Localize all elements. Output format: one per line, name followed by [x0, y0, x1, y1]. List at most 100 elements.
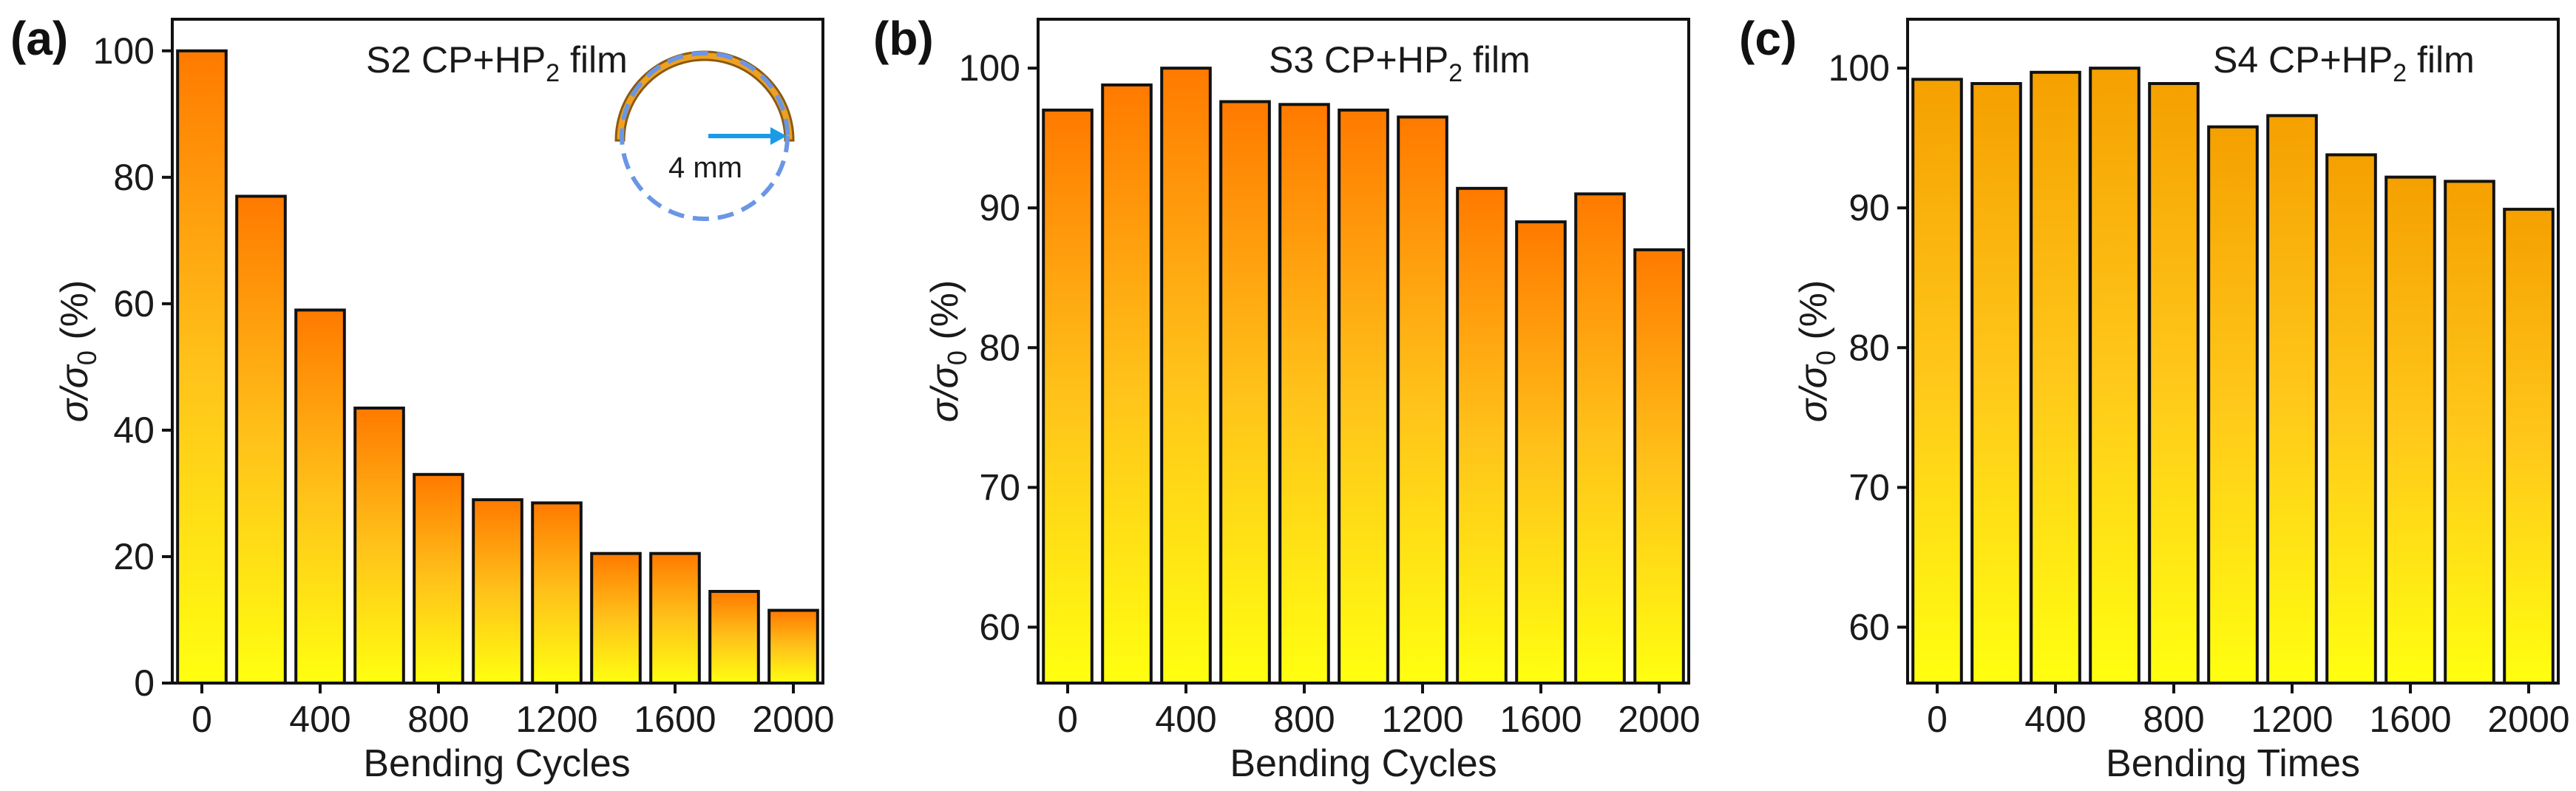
bar-c-1000 — [2207, 125, 2259, 685]
y-axis-b: 60 70 80 90 100 — [959, 47, 1038, 648]
y-tick-label-a-100: 100 — [93, 30, 155, 72]
y-tick-label-c-80: 80 — [1848, 327, 1890, 368]
plot-frame-a — [171, 18, 824, 685]
x-tick-label-c-800: 800 — [2143, 699, 2204, 740]
x-tick-label-c-0: 0 — [1927, 699, 1948, 740]
chart-title-a: S2 CP+HP2 film — [366, 39, 628, 87]
x-tick-label-c-400: 400 — [2024, 699, 2086, 740]
bar-a-2000 — [767, 608, 819, 685]
y-tick-label-b-100: 100 — [959, 47, 1020, 89]
x-axis-b: 0 400 800 1200 1600 2000 — [1057, 683, 1701, 740]
y-axis-title-b: σ/σ0 (%) — [923, 280, 972, 423]
x-tick-label-b-2000: 2000 — [1618, 699, 1700, 740]
bar-a-400 — [294, 308, 346, 685]
x-tick-label-a-1200: 1200 — [515, 699, 597, 740]
bar-a-1000 — [472, 498, 523, 685]
x-tick-label-a-800: 800 — [407, 699, 469, 740]
bar-c-0 — [1911, 78, 1963, 685]
inset-radius-label: 4 mm — [668, 152, 742, 184]
y-tick-label-c-90: 90 — [1848, 187, 1890, 228]
x-tick-label-a-1600: 1600 — [634, 699, 716, 740]
y-tick-label-a-40: 40 — [113, 410, 155, 451]
bar-b-2000 — [1633, 248, 1685, 685]
bar-a-1400 — [590, 551, 642, 685]
bars-b — [1042, 67, 1685, 685]
bar-c-400 — [2030, 70, 2081, 685]
x-tick-label-c-1600: 1600 — [2369, 699, 2451, 740]
bar-c-1600 — [2385, 175, 2436, 685]
bar-a-800 — [413, 472, 464, 685]
y-tick-label-b-90: 90 — [979, 187, 1020, 228]
x-tick-label-c-2000: 2000 — [2487, 699, 2569, 740]
bar-a-0 — [176, 49, 228, 685]
x-tick-label-b-800: 800 — [1273, 699, 1335, 740]
x-tick-label-a-400: 400 — [289, 699, 350, 740]
bar-c-1800 — [2444, 180, 2495, 685]
bar-b-1400 — [1456, 186, 1508, 685]
y-tick-label-a-0: 0 — [134, 662, 155, 704]
y-tick-label-b-70: 70 — [979, 466, 1020, 508]
bar-b-1000 — [1338, 108, 1389, 685]
panel-label-b: (b) — [873, 12, 934, 65]
panel-label-a: (a) — [10, 12, 68, 65]
bending-inset-diagram: 4 mm — [614, 50, 795, 221]
bar-a-200 — [235, 194, 287, 685]
x-tick-label-b-400: 400 — [1155, 699, 1216, 740]
bar-b-1200 — [1397, 115, 1448, 685]
y-tick-label-a-20: 20 — [113, 536, 155, 577]
panel-b: (b) 60 70 80 90 100 0 400 800 1200 1600 2000 S3 C… — [873, 12, 1701, 785]
bar-b-400 — [1160, 67, 1212, 685]
x-tick-label-b-0: 0 — [1057, 699, 1078, 740]
bar-a-1600 — [649, 551, 701, 685]
plot-frame-b — [1037, 18, 1690, 685]
radius-arrow-head — [770, 127, 787, 145]
y-tick-label-c-70: 70 — [1848, 466, 1890, 508]
bars-a — [176, 49, 819, 685]
bar-c-2000 — [2503, 208, 2555, 685]
y-axis-title-c: σ/σ0 (%) — [1792, 280, 1841, 423]
x-tick-label-b-1600: 1600 — [1499, 699, 1582, 740]
rod-circle — [620, 51, 790, 221]
x-tick-label-a-2000: 2000 — [752, 699, 834, 740]
x-axis-title-a: Bending Cycles — [363, 742, 630, 785]
bar-a-1200 — [531, 501, 583, 685]
x-axis-c: 0 400 800 1200 1600 2000 — [1927, 683, 2570, 740]
y-tick-label-b-80: 80 — [979, 327, 1020, 368]
y-axis-a: 0 20 40 60 80 100 — [93, 30, 172, 704]
y-axis-title-a: σ/σ0 (%) — [53, 280, 102, 423]
y-tick-label-a-80: 80 — [113, 157, 155, 198]
bar-b-800 — [1278, 103, 1330, 685]
bar-c-1200 — [2266, 114, 2318, 685]
bar-b-600 — [1219, 100, 1271, 685]
y-tick-label-b-60: 60 — [979, 606, 1020, 648]
bar-c-600 — [2089, 67, 2141, 685]
bars-c — [1911, 67, 2555, 685]
bar-b-200 — [1101, 83, 1153, 685]
plot-frame-c — [1906, 18, 2560, 685]
bar-c-1400 — [2325, 153, 2377, 685]
x-axis-title-b: Bending Cycles — [1230, 742, 1497, 785]
panel-label-c: (c) — [1739, 12, 1797, 65]
bar-b-1800 — [1574, 192, 1626, 685]
bar-c-800 — [2148, 82, 2200, 685]
x-axis-a: 0 400 800 1200 1600 2000 — [191, 683, 835, 740]
x-tick-label-c-1200: 1200 — [2251, 699, 2333, 740]
bar-b-0 — [1042, 108, 1094, 685]
y-tick-label-c-60: 60 — [1848, 606, 1890, 648]
chart-title-b: S3 CP+HP2 film — [1269, 39, 1531, 87]
bar-a-600 — [353, 407, 405, 685]
x-axis-title-c: Bending Times — [2106, 742, 2360, 785]
panel-a: (a) 0 20 40 60 80 100 0 400 800 1200 1600 2000 S2 … — [10, 12, 835, 785]
film-ring — [614, 50, 795, 142]
x-tick-label-b-1200: 1200 — [1381, 699, 1463, 740]
bar-b-1600 — [1515, 220, 1567, 685]
y-tick-label-c-100: 100 — [1828, 47, 1890, 89]
x-tick-label-a-0: 0 — [191, 699, 212, 740]
bar-c-200 — [1970, 82, 2022, 685]
bar-a-1800 — [708, 590, 760, 685]
y-axis-c: 60 70 80 90 100 — [1828, 47, 1908, 648]
panel-c: (c) 60 70 80 90 100 0 400 800 1200 1600 2000 S4 C… — [1739, 12, 2570, 785]
y-tick-label-a-60: 60 — [113, 283, 155, 325]
chart-title-c: S4 CP+HP2 film — [2213, 39, 2475, 87]
